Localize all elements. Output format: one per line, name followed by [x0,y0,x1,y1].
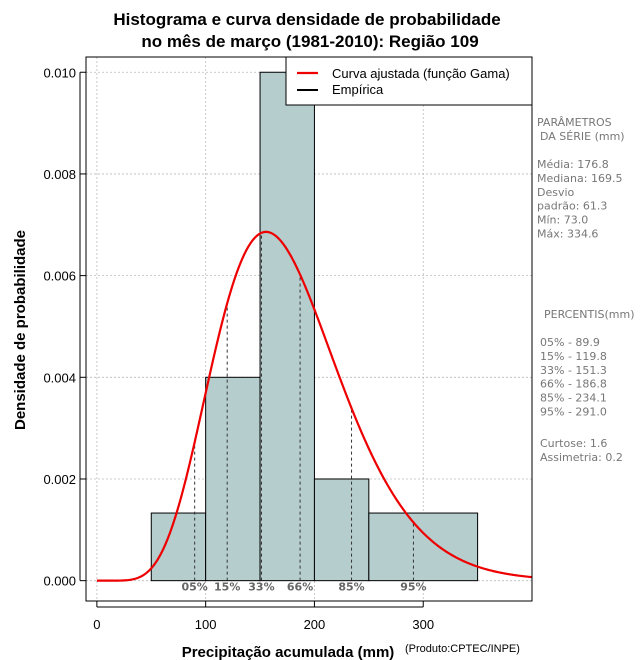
percentiles-header: PERCENTIS(mm) [544,308,635,321]
histogram-bars [150,71,479,582]
y-tick-label: 0.006 [43,269,76,284]
percentile-label: 05% [181,581,207,594]
chart-title-line2: no mês de março (1981-2010): Região 109 [141,32,478,51]
percentile-labels: 05% 15% 33% 66% 85% 95% [181,581,426,594]
histogram-bar [150,512,207,582]
y-axis-title: Densidade de probabilidade [12,230,29,430]
param-line: Máx: 334.6 [537,228,598,241]
legend-curve-label: Curva ajustada (função Gama) [332,66,510,81]
legend-box [285,56,533,106]
histogram-bar [313,478,370,582]
y-tick-label: 0.002 [43,472,76,487]
fitted-gamma-curve [96,230,533,582]
param-line: padrão: 61.3 [537,200,607,213]
percentile-label: 85% [338,581,364,594]
credit-text: (Produto:CPTEC/INPE) [405,643,520,655]
x-tick-label: 200 [304,617,326,632]
param-line: Média: 176.8 [537,158,609,171]
legend-empirical-label: Empírica [332,82,384,97]
percentile-value-line: 05% - 89.9 [540,336,600,349]
histogram-bar [368,512,479,582]
x-tick-label: 0 [93,617,100,632]
histogram-bar [205,376,261,582]
percentile-label: 66% [287,581,313,594]
x-tick-label: 100 [195,617,217,632]
percentile-value-line: 15% - 119.8 [540,350,607,363]
legend: Curva ajustada (função Gama) Empírica [285,56,533,106]
percentile-value-line: 95% - 291.0 [540,406,607,419]
y-axis: 0.000 0.002 0.004 0.006 0.008 0.010 [43,65,86,589]
stat-line: Curtose: 1.6 [540,437,607,450]
param-line: Mín: 73.0 [537,214,588,227]
stat-line: Assimetria: 0.2 [540,451,623,464]
x-axis: 0 100 200 300 [93,601,434,632]
y-tick-label: 0.008 [43,167,76,182]
y-tick-label: 0.010 [43,65,76,80]
histogram-bar [259,71,315,582]
x-axis-title: Precipitação acumulada (mm) [182,644,395,660]
y-tick-label: 0.004 [43,370,76,385]
chart-title-line1: Histograma e curva densidade de probabil… [113,10,500,29]
percentile-label: 95% [400,581,426,594]
param-line: Mediana: 169.5 [537,172,622,185]
y-tick-label: 0.000 [43,574,76,589]
x-tick-label: 300 [412,617,434,632]
percentile-label: 33% [248,581,274,594]
params-header: PARÂMETROS [537,116,612,129]
param-line: Desvio [537,186,575,199]
params-header: DA SÉRIE (mm) [540,130,625,143]
percentile-value-line: 33% - 151.3 [540,364,607,377]
percentile-label: 15% [214,581,240,594]
percentile-value-line: 66% - 186.8 [540,378,607,391]
percentile-lines [194,232,414,581]
percentile-value-line: 85% - 234.1 [540,392,607,405]
